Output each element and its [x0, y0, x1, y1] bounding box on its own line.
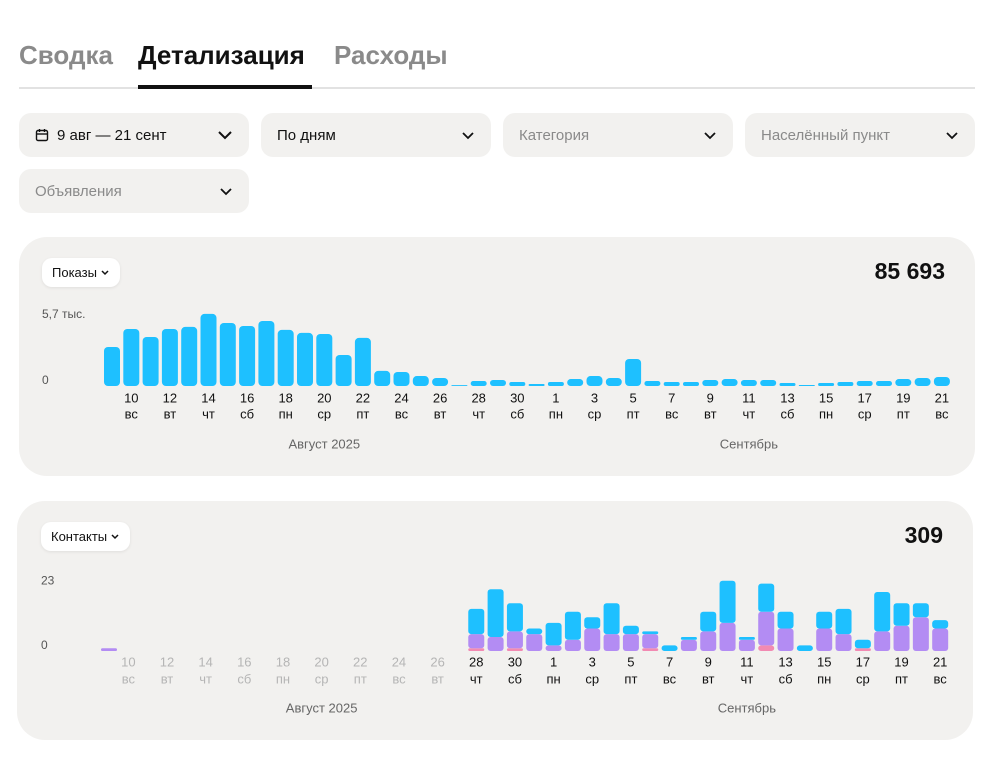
tab[interactable]: Расходы [334, 40, 448, 70]
chevron [101, 269, 109, 275]
chart-card [19, 237, 975, 476]
group-filter[interactable]: По дням [261, 113, 491, 157]
tab[interactable]: Детализация [138, 40, 305, 70]
chevron [462, 131, 474, 139]
ads-filter[interactable]: Объявления [19, 169, 249, 213]
metric-select[interactable]: Контакты [41, 522, 131, 551]
chevron [111, 533, 119, 539]
date-filter[interactable]: 9 авг — 21 сент [19, 113, 249, 157]
filter-label: По дням [277, 126, 336, 144]
filter-label: Населённый пункт [761, 126, 891, 144]
category-filter[interactable]: Категория [503, 113, 733, 157]
tabs-divider [19, 87, 975, 89]
chevron [704, 131, 716, 139]
chart-card [17, 501, 973, 740]
metric-select[interactable]: Показы [42, 258, 120, 287]
filter-label: Объявления [35, 182, 122, 200]
metric-total: 309 [904, 522, 943, 548]
metric-label: Показы [52, 265, 97, 280]
active-tab-underline [138, 85, 312, 89]
chevron [946, 131, 958, 139]
filter-label: Категория [519, 126, 590, 144]
chevron [220, 187, 232, 195]
chevron [218, 131, 232, 140]
city-filter[interactable]: Населённый пункт [745, 113, 975, 157]
calendar-icon [35, 129, 49, 142]
filter-label: 9 авг — 21 сент [57, 126, 167, 144]
metric-label: Контакты [51, 529, 108, 544]
metric-total: 85 693 [874, 258, 945, 284]
tab[interactable]: Сводка [19, 40, 113, 70]
